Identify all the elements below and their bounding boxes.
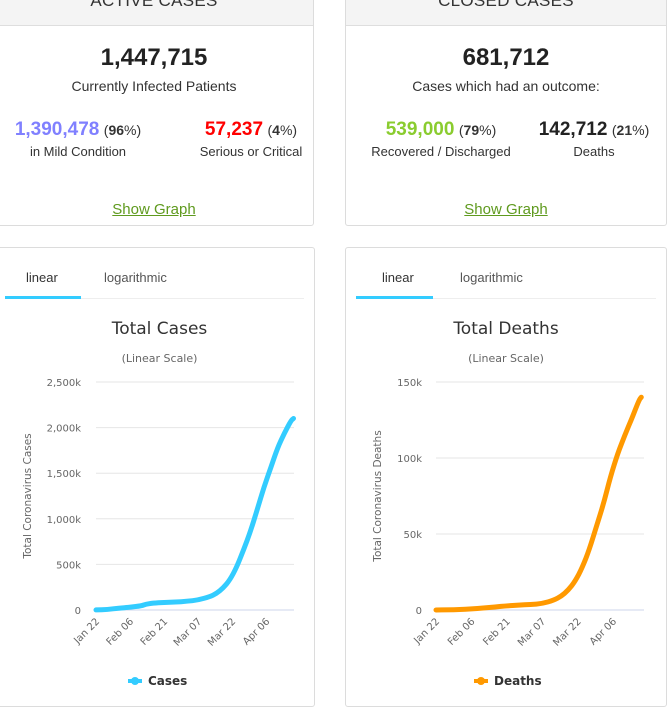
closed-cases-header: CLOSED CASES: [346, 0, 666, 26]
serious-label: Serious or Critical: [191, 144, 311, 159]
serious-pct: (4%): [267, 122, 297, 138]
mild-value: 1,390,478: [15, 119, 100, 140]
active-tab-indicator: [356, 296, 433, 299]
closed-cases-title: CLOSED CASES: [346, 0, 666, 11]
tab-linear[interactable]: linear: [382, 270, 414, 285]
active-cases-total: 1,447,715: [0, 44, 313, 72]
deaths-chart-title: Total Deaths: [346, 319, 666, 339]
serious-value: 57,237: [205, 119, 263, 140]
closed-cases-total: 681,712: [346, 44, 666, 72]
deaths-chart-subtitle: (Linear Scale): [346, 352, 666, 365]
tab-logarithmic[interactable]: logarithmic: [104, 270, 167, 285]
active-cases-header: ACTIVE CASES: [0, 0, 313, 26]
active-cases-total-label: Currently Infected Patients: [0, 78, 313, 94]
deaths-stat: 142,712 (21%) Deaths: [532, 119, 656, 159]
mild-pct: (96%): [104, 122, 141, 138]
deaths-value: 142,712: [539, 119, 608, 140]
closed-cases-total-label: Cases which had an outcome:: [346, 78, 666, 94]
tab-linear[interactable]: linear: [26, 270, 58, 285]
active-cases-title: ACTIVE CASES: [0, 0, 313, 11]
mild-condition-stat: 1,390,478 (96%) in Mild Condition: [0, 119, 161, 159]
closed-cases-card: CLOSED CASES 681,712 Cases which had an …: [345, 0, 667, 226]
total-cases-chart-card: linear logarithmic Total Cases (Linear S…: [0, 247, 315, 707]
active-show-graph-link[interactable]: Show Graph: [0, 201, 313, 218]
cases-chart-title: Total Cases: [5, 319, 314, 339]
closed-show-graph-link[interactable]: Show Graph: [346, 201, 666, 218]
mild-label: in Mild Condition: [0, 144, 161, 159]
tab-logarithmic[interactable]: logarithmic: [460, 270, 523, 285]
deaths-label: Deaths: [532, 144, 656, 159]
cases-scale-tabs: linear logarithmic: [5, 262, 304, 299]
recovered-value: 539,000: [386, 119, 455, 140]
deaths-scale-tabs: linear logarithmic: [356, 262, 656, 299]
serious-condition-stat: 57,237 (4%) Serious or Critical: [191, 119, 311, 159]
recovered-stat: 539,000 (79%) Recovered / Discharged: [356, 119, 526, 159]
recovered-pct: (79%): [459, 122, 496, 138]
recovered-label: Recovered / Discharged: [356, 144, 526, 159]
total-deaths-chart-card: linear logarithmic Total Deaths (Linear …: [345, 247, 667, 707]
active-cases-card: ACTIVE CASES 1,447,715 Currently Infecte…: [0, 0, 314, 226]
cases-chart-subtitle: (Linear Scale): [5, 352, 314, 365]
deaths-pct: (21%): [612, 122, 649, 138]
active-tab-indicator: [5, 296, 81, 299]
